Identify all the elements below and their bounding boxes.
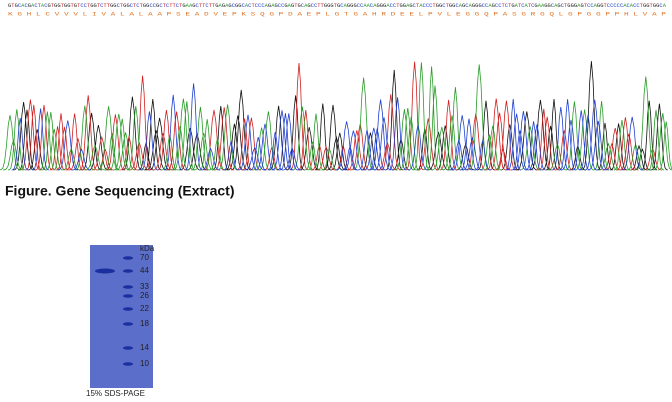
unit-label: kDa: [140, 244, 155, 253]
dna-sequence: GTGCACGACTACGTGGTGGTGTCCTGGTCTTGGCTGGCTC…: [8, 2, 667, 9]
marker-band: [123, 269, 133, 273]
marker-label: 44: [140, 266, 149, 275]
marker-band: [123, 346, 133, 350]
marker-band: [123, 285, 133, 289]
marker-band: [123, 256, 133, 260]
marker-label: 70: [140, 253, 149, 262]
marker-label: 14: [140, 343, 149, 352]
caption: Figure. Gene Sequencing (Extract): [5, 183, 235, 199]
marker-label: 26: [140, 291, 149, 300]
chromatogram: [0, 61, 672, 171]
marker-band: [123, 322, 133, 326]
marker-label: 18: [140, 319, 149, 328]
trace: [11, 83, 643, 171]
gel-label: 15% SDS-PAGE: [86, 389, 145, 398]
marker-band: [123, 307, 133, 311]
marker-band: [123, 362, 133, 366]
marker-label: 10: [140, 359, 149, 368]
marker-label: 22: [140, 304, 149, 313]
trace: [19, 61, 663, 171]
marker-band: [123, 294, 133, 298]
amino-acid-sequence: K G H L C V V V L I V A L A L A A P S E …: [8, 10, 666, 17]
sample-band: [95, 268, 115, 274]
marker-label: 33: [140, 282, 149, 291]
